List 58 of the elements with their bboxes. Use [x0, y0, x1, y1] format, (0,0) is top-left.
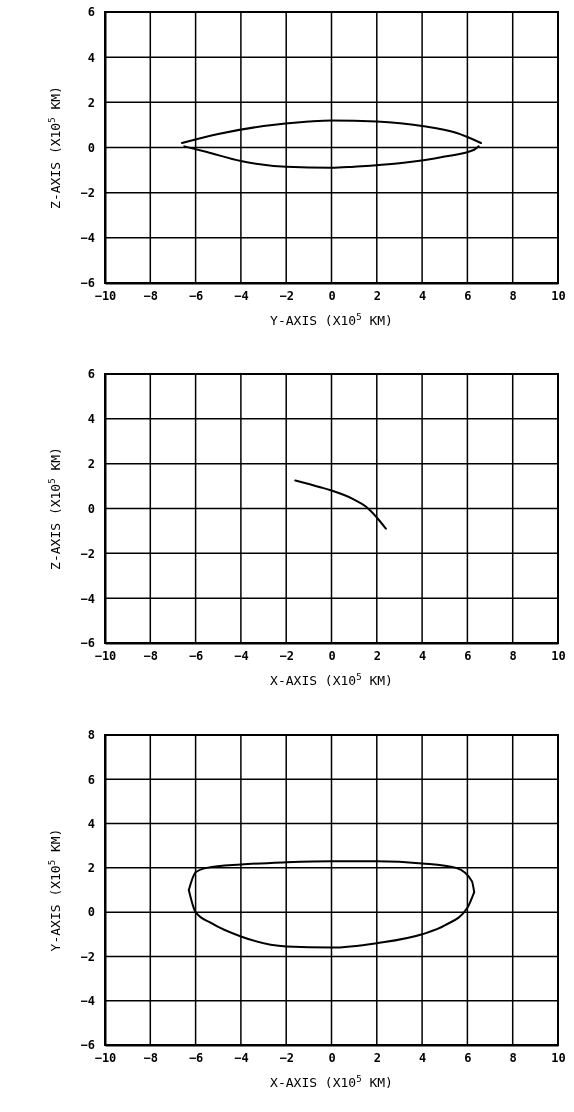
y-tick-label: 0 — [87, 140, 95, 155]
x-axis-title: X-AXIS (X10$^{5}$ KM) — [270, 1074, 393, 1090]
y-tick-label: 2 — [87, 95, 95, 110]
x-tick-label: −6 — [188, 288, 204, 303]
x-tick-label: −10 — [94, 288, 117, 303]
y-tick-label: −2 — [80, 186, 95, 201]
x-tick-label: 10 — [551, 288, 566, 303]
y-tick-label: 0 — [87, 501, 95, 516]
x-tick-label: 10 — [551, 1050, 566, 1065]
y-tick-label: −6 — [80, 276, 95, 291]
x-tick-label: 6 — [464, 648, 472, 663]
y-tick-label: 4 — [87, 412, 95, 427]
x-tick-label: −8 — [143, 648, 159, 663]
x-tick-label: 2 — [373, 648, 381, 663]
y-tick-label: −2 — [80, 949, 95, 964]
x-tick-label: 0 — [328, 648, 336, 663]
x-axis-title: X-AXIS (X10$^{5}$ KM) — [270, 672, 393, 688]
x-tick-label: −4 — [234, 288, 249, 303]
y-tick-label: −2 — [80, 546, 95, 561]
x-tick-label: −4 — [234, 648, 249, 663]
x-tick-label: 4 — [418, 648, 427, 663]
x-tick-label: 0 — [328, 1050, 336, 1065]
x-tick-label: 4 — [418, 288, 427, 303]
x-tick-label: 6 — [464, 1050, 472, 1065]
x-tick-label: −6 — [188, 648, 204, 663]
y-tick-label: 4 — [87, 50, 95, 65]
y-tick-label: −4 — [80, 591, 95, 606]
y-tick-label: 6 — [87, 367, 95, 382]
y-tick-label: 2 — [87, 861, 95, 876]
x-tick-label: −8 — [143, 288, 159, 303]
x-tick-label: −10 — [94, 1050, 117, 1065]
y-tick-label: 6 — [87, 772, 95, 787]
x-tick-label: −2 — [279, 648, 294, 663]
y-tick-label: −4 — [80, 994, 95, 1009]
x-tick-label: 2 — [373, 1050, 381, 1065]
x-tick-label: 8 — [509, 648, 517, 663]
x-tick-label: −8 — [143, 1050, 159, 1065]
y-tick-label: 0 — [87, 905, 95, 920]
x-tick-label: 0 — [328, 288, 336, 303]
y-tick-label: −6 — [80, 1038, 95, 1053]
x-tick-label: −10 — [94, 648, 117, 663]
x-tick-label: 8 — [509, 1050, 517, 1065]
x-tick-label: 10 — [551, 648, 566, 663]
x-tick-label: −4 — [234, 1050, 249, 1065]
x-tick-label: 4 — [418, 1050, 427, 1065]
y-tick-label: 6 — [87, 5, 95, 20]
x-axis-title: Y-AXIS (X10$^{5}$ KM) — [270, 312, 393, 328]
y-tick-label: 2 — [87, 457, 95, 472]
y-tick-label: −4 — [80, 231, 95, 246]
y-tick-label: 4 — [87, 816, 95, 831]
x-tick-label: −2 — [279, 288, 294, 303]
x-tick-label: −2 — [279, 1050, 294, 1065]
x-tick-label: 2 — [373, 288, 381, 303]
x-tick-label: 8 — [509, 288, 517, 303]
y-tick-label: −6 — [80, 636, 95, 651]
y-tick-label: 8 — [87, 728, 95, 743]
x-tick-label: −6 — [188, 1050, 204, 1065]
x-tick-label: 6 — [464, 288, 472, 303]
